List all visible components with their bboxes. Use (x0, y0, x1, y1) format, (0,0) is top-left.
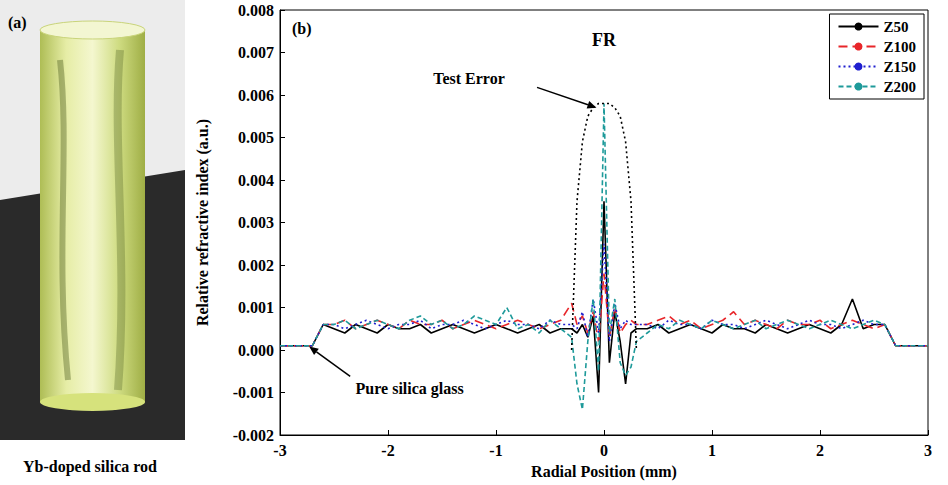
svg-text:0.007: 0.007 (238, 44, 274, 61)
svg-text:0.008: 0.008 (238, 2, 274, 19)
svg-text:-0.002: -0.002 (233, 427, 274, 444)
svg-text:0.004: 0.004 (238, 172, 274, 189)
svg-text:(a): (a) (8, 14, 27, 32)
svg-text:0: 0 (600, 442, 608, 459)
svg-text:Radial Position (mm): Radial Position (mm) (531, 463, 677, 481)
svg-text:Z100: Z100 (883, 39, 916, 55)
svg-text:Relative refractive index (a.u: Relative refractive index (a.u.) (194, 119, 212, 326)
svg-text:2: 2 (816, 442, 824, 459)
svg-text:Test Error: Test Error (433, 70, 505, 87)
svg-text:0.006: 0.006 (238, 87, 274, 104)
svg-text:Pure silica glass: Pure silica glass (356, 380, 464, 398)
svg-text:Yb-doped silica rod: Yb-doped silica rod (23, 458, 157, 476)
svg-text:(b): (b) (292, 20, 312, 38)
svg-text:1: 1 (708, 442, 716, 459)
svg-text:FR: FR (592, 30, 617, 50)
svg-text:0.005: 0.005 (238, 129, 274, 146)
svg-text:Z200: Z200 (883, 79, 916, 95)
svg-text:-3: -3 (273, 442, 286, 459)
svg-text:0.000: 0.000 (238, 342, 274, 359)
svg-text:-1: -1 (489, 442, 502, 459)
svg-text:-2: -2 (381, 442, 394, 459)
svg-text:-0.001: -0.001 (233, 384, 274, 401)
svg-text:0.002: 0.002 (238, 257, 274, 274)
svg-text:3: 3 (924, 442, 932, 459)
svg-text:0.003: 0.003 (238, 214, 274, 231)
svg-text:0.001: 0.001 (238, 299, 274, 316)
svg-text:Z150: Z150 (883, 59, 916, 75)
svg-text:Z50: Z50 (883, 19, 908, 35)
